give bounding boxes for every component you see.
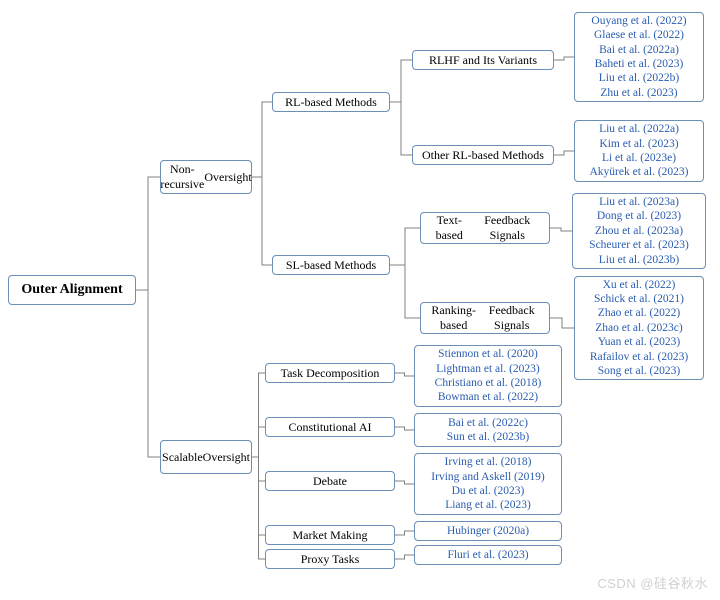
watermark: CSDN @硅谷秋水 <box>597 573 708 592</box>
citation-link[interactable]: Zhao et al. (2023c) <box>590 321 688 335</box>
citation-link[interactable]: Rafailov et al. (2023) <box>590 350 688 364</box>
citation-link[interactable]: Christiano et al. (2018) <box>435 376 542 390</box>
node-other-rl: Other RL-based Methods <box>412 145 554 165</box>
citation-link[interactable]: Bai et al. (2022c) <box>447 416 529 430</box>
node-task-decomposition: Task Decomposition <box>265 363 395 383</box>
node-market-making: Market Making <box>265 525 395 545</box>
refs-other-rl: Liu et al. (2022a)Kim et al. (2023)Li et… <box>574 120 704 182</box>
citation-link[interactable]: Ouyang et al. (2022) <box>591 14 686 28</box>
node-constitutional-ai: Constitutional AI <box>265 417 395 437</box>
citation-link[interactable]: Scheurer et al. (2023) <box>589 238 689 252</box>
citation-link[interactable]: Lightman et al. (2023) <box>435 362 542 376</box>
citation-link[interactable]: Xu et al. (2022) <box>590 278 688 292</box>
refs-text-feedback: Liu et al. (2023a)Dong et al. (2023)Zhou… <box>572 193 706 269</box>
citation-link[interactable]: Liu et al. (2022b) <box>591 71 686 85</box>
node-sl-methods: SL-based Methods <box>272 255 390 275</box>
citation-link[interactable]: Zhou et al. (2023a) <box>589 224 689 238</box>
refs-market-making: Hubinger (2020a) <box>414 521 562 541</box>
root-node: Outer Alignment <box>8 275 136 305</box>
citation-link[interactable]: Bowman et al. (2022) <box>435 390 542 404</box>
node-proxy-tasks: Proxy Tasks <box>265 549 395 569</box>
citation-link[interactable]: Bai et al. (2022a) <box>591 43 686 57</box>
citation-link[interactable]: Schick et al. (2021) <box>590 292 688 306</box>
node-nonrecursive-oversight: Non-recursiveOversight <box>160 160 252 194</box>
node-rl-methods: RL-based Methods <box>272 92 390 112</box>
citation-link[interactable]: Li et al. (2023e) <box>590 151 689 165</box>
node-scalable-oversight: ScalableOversight <box>160 440 252 474</box>
citation-link[interactable]: Akyürek et al. (2023) <box>590 165 689 179</box>
citation-link[interactable]: Liu et al. (2022a) <box>590 122 689 136</box>
citation-link[interactable]: Dong et al. (2023) <box>589 209 689 223</box>
node-rlhf: RLHF and Its Variants <box>412 50 554 70</box>
citation-link[interactable]: Yuan et al. (2023) <box>590 335 688 349</box>
citation-link[interactable]: Stiennon et al. (2020) <box>435 347 542 361</box>
citation-link[interactable]: Sun et al. (2023b) <box>447 430 529 444</box>
citation-link[interactable]: Glaese et al. (2022) <box>591 28 686 42</box>
citation-link[interactable]: Liang et al. (2023) <box>431 498 544 512</box>
refs-ranking-feedback: Xu et al. (2022)Schick et al. (2021)Zhao… <box>574 276 704 380</box>
citation-link[interactable]: Baheti et al. (2023) <box>591 57 686 71</box>
citation-link[interactable]: Liu et al. (2023a) <box>589 195 689 209</box>
citation-link[interactable]: Du et al. (2023) <box>431 484 544 498</box>
citation-link[interactable]: Kim et al. (2023) <box>590 137 689 151</box>
node-ranking-feedback: Ranking-basedFeedback Signals <box>420 302 550 334</box>
refs-constitutional-ai: Bai et al. (2022c)Sun et al. (2023b) <box>414 413 562 447</box>
citation-link[interactable]: Zhao et al. (2022) <box>590 306 688 320</box>
node-debate: Debate <box>265 471 395 491</box>
citation-link[interactable]: Hubinger (2020a) <box>447 524 529 538</box>
citation-link[interactable]: Irving and Askell (2019) <box>431 470 544 484</box>
refs-proxy-tasks: Fluri et al. (2023) <box>414 545 562 565</box>
citation-link[interactable]: Fluri et al. (2023) <box>447 548 528 562</box>
citation-link[interactable]: Zhu et al. (2023) <box>591 86 686 100</box>
citation-link[interactable]: Irving et al. (2018) <box>431 455 544 469</box>
node-text-feedback: Text-basedFeedback Signals <box>420 212 550 244</box>
refs-task-decomposition: Stiennon et al. (2020)Lightman et al. (2… <box>414 345 562 407</box>
citation-link[interactable]: Song et al. (2023) <box>590 364 688 378</box>
refs-rlhf: Ouyang et al. (2022)Glaese et al. (2022)… <box>574 12 704 102</box>
refs-debate: Irving et al. (2018)Irving and Askell (2… <box>414 453 562 515</box>
citation-link[interactable]: Liu et al. (2023b) <box>589 253 689 267</box>
